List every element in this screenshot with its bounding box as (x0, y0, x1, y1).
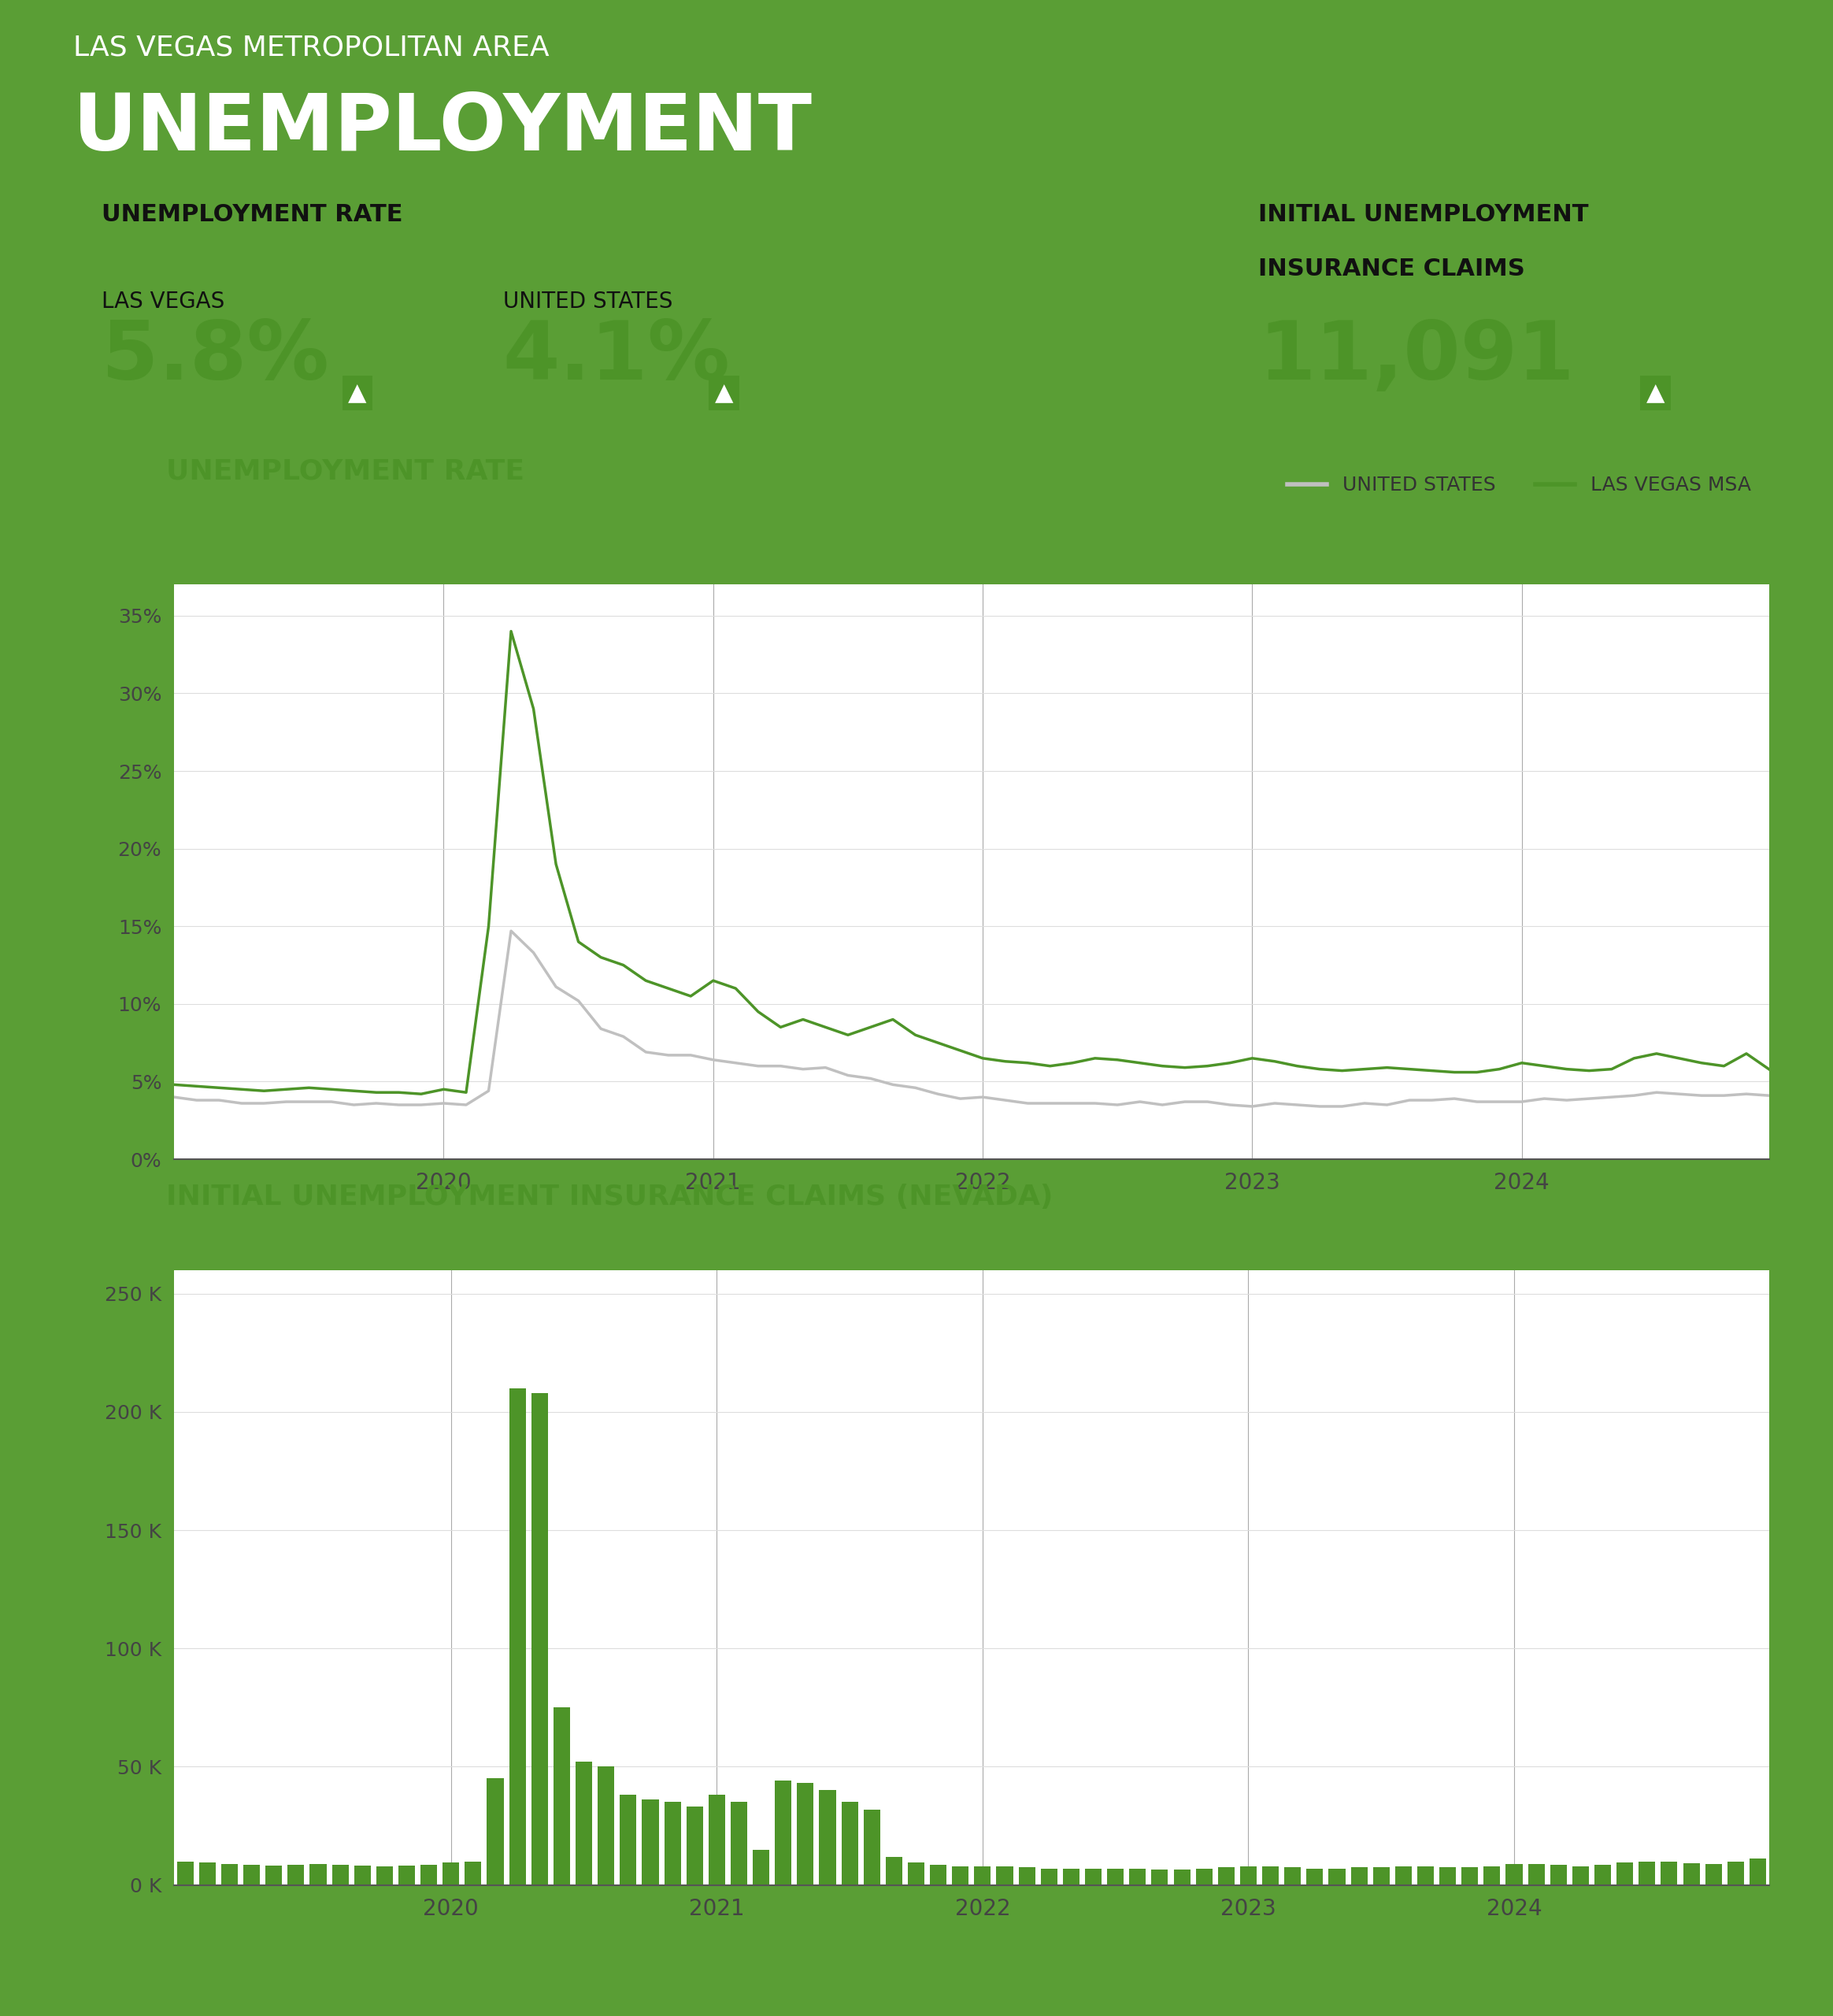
Bar (420, 1865, 436, 1885)
Bar (819, 1790, 836, 1885)
Text: ▲: ▲ (348, 381, 367, 405)
Bar (1217, 1867, 1234, 1885)
Bar (753, 1849, 770, 1885)
Bar (642, 1800, 658, 1885)
Bar (1529, 1863, 1545, 1885)
Bar (332, 1865, 348, 1885)
Bar (244, 1865, 260, 1885)
Bar (1661, 1863, 1677, 1885)
Bar (929, 1865, 946, 1885)
Bar (1329, 1869, 1345, 1885)
Bar (841, 1802, 858, 1885)
Text: LAS VEGAS: LAS VEGAS (103, 290, 225, 312)
Bar (1749, 1859, 1765, 1885)
Text: 11,091: 11,091 (1257, 317, 1575, 397)
Bar (466, 1863, 482, 1885)
Bar (222, 1863, 238, 1885)
Bar (1041, 1869, 1058, 1885)
Bar (488, 1778, 504, 1885)
Bar (1595, 1865, 1611, 1885)
Bar (1727, 1861, 1743, 1885)
Bar (376, 1867, 392, 1885)
Bar (554, 1708, 570, 1885)
Bar (1351, 1867, 1367, 1885)
Bar (997, 1867, 1014, 1885)
Text: INITIAL UNEMPLOYMENT INSURANCE CLAIMS (NEVADA): INITIAL UNEMPLOYMENT INSURANCE CLAIMS (N… (167, 1183, 1052, 1212)
Bar (1241, 1867, 1257, 1885)
Bar (1573, 1867, 1589, 1885)
Bar (1395, 1867, 1411, 1885)
Bar (1019, 1867, 1036, 1885)
Bar (532, 1393, 548, 1885)
Bar (1617, 1863, 1633, 1885)
Bar (1705, 1865, 1721, 1885)
Bar (200, 1863, 216, 1885)
Bar (1285, 1867, 1301, 1885)
Bar (951, 1867, 968, 1885)
Text: ▲: ▲ (1646, 381, 1664, 405)
Text: 4.1%: 4.1% (502, 317, 730, 397)
Bar (775, 1780, 792, 1885)
Bar (1107, 1869, 1124, 1885)
Bar (354, 1865, 370, 1885)
Bar (1129, 1869, 1146, 1885)
Text: INITIAL UNEMPLOYMENT: INITIAL UNEMPLOYMENT (1257, 204, 1589, 226)
Bar (266, 1865, 282, 1885)
Bar (1417, 1867, 1433, 1885)
Text: UNEMPLOYMENT: UNEMPLOYMENT (73, 91, 812, 167)
Text: 5.8%: 5.8% (103, 317, 330, 397)
Bar (620, 1794, 636, 1885)
Bar (1195, 1869, 1212, 1885)
Bar (1173, 1869, 1190, 1885)
Bar (863, 1808, 880, 1885)
Text: INSURANCE CLAIMS: INSURANCE CLAIMS (1257, 258, 1525, 280)
Bar (598, 1766, 614, 1885)
Bar (1439, 1867, 1455, 1885)
Bar (1483, 1867, 1499, 1885)
Bar (1507, 1863, 1523, 1885)
Legend: UNITED STATES, LAS VEGAS MSA: UNITED STATES, LAS VEGAS MSA (1279, 468, 1760, 502)
Bar (1151, 1869, 1168, 1885)
Bar (1639, 1861, 1655, 1885)
Bar (1063, 1869, 1080, 1885)
Bar (444, 1863, 460, 1885)
Bar (1373, 1867, 1389, 1885)
Text: LAS VEGAS METROPOLITAN AREA: LAS VEGAS METROPOLITAN AREA (73, 34, 550, 60)
Bar (797, 1784, 814, 1885)
Bar (1307, 1869, 1323, 1885)
Bar (576, 1762, 592, 1885)
Bar (1085, 1869, 1102, 1885)
Bar (907, 1863, 924, 1885)
Bar (975, 1867, 992, 1885)
Bar (709, 1794, 726, 1885)
Bar (288, 1865, 304, 1885)
Bar (731, 1802, 748, 1885)
Bar (398, 1865, 414, 1885)
Text: UNEMPLOYMENT RATE: UNEMPLOYMENT RATE (167, 458, 524, 486)
Bar (1551, 1865, 1567, 1885)
Bar (510, 1389, 526, 1885)
Bar (664, 1802, 680, 1885)
Text: UNITED STATES: UNITED STATES (502, 290, 673, 312)
Bar (885, 1857, 902, 1885)
Bar (686, 1806, 702, 1885)
Bar (1263, 1867, 1279, 1885)
Bar (178, 1861, 194, 1885)
Bar (1683, 1863, 1699, 1885)
Bar (1461, 1867, 1477, 1885)
Bar (310, 1865, 326, 1885)
Text: UNEMPLOYMENT RATE: UNEMPLOYMENT RATE (103, 204, 403, 226)
Text: ▲: ▲ (715, 381, 733, 405)
